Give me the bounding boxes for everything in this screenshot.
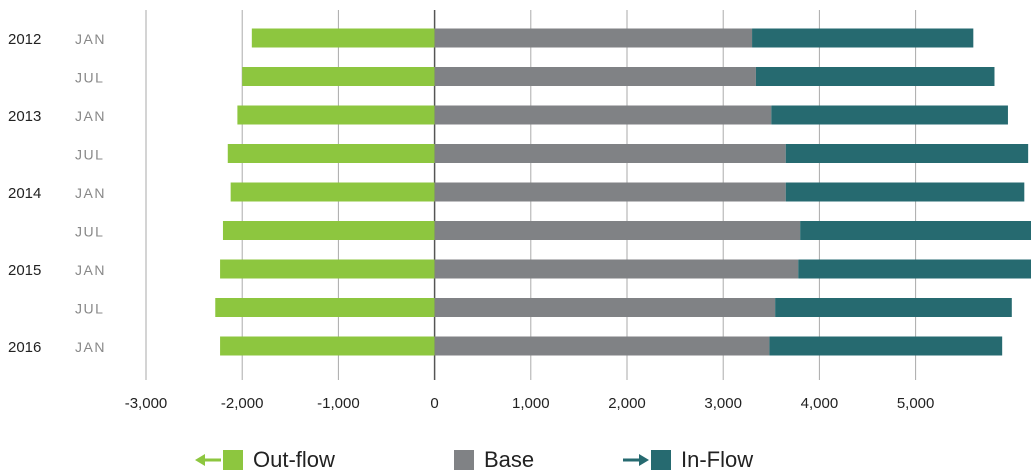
legend-inflow-label: In-Flow — [681, 447, 754, 472]
year-label: 2014 — [8, 185, 41, 202]
bar-inflow — [785, 182, 1025, 202]
base-swatch — [454, 450, 474, 470]
legend-outflow: Out-flow — [195, 446, 335, 474]
month-label: JAN — [75, 31, 106, 47]
x-tick-label: 0 — [430, 395, 438, 412]
bar-outflow — [215, 298, 435, 317]
bar-inflow — [771, 105, 1008, 125]
left-arrow-icon — [195, 454, 221, 466]
bar-inflow — [785, 144, 1029, 163]
bar-base — [434, 182, 786, 202]
month-label: JUL — [75, 147, 104, 163]
bar-base — [434, 221, 801, 240]
month-label: JAN — [75, 262, 106, 278]
bar-outflow — [227, 144, 435, 163]
bar-inflow — [775, 298, 1012, 317]
x-tick-label: -1,000 — [317, 395, 360, 412]
bar-inflow — [798, 259, 1031, 279]
bar-base — [434, 67, 756, 86]
month-label: JAN — [75, 185, 106, 201]
stacked-bar-chart: -3,000 -2,000 -1,000 0 1,000 2,000 3,000 4,000 5… — [8, 10, 1031, 412]
bar-base — [434, 144, 786, 163]
bar-base — [434, 336, 770, 356]
legend-base-label: Base — [484, 447, 535, 472]
x-tick-label: -2,000 — [221, 395, 264, 412]
legend-inflow: In-Flow — [623, 446, 753, 474]
bar-base — [434, 298, 776, 317]
legend-base: Base — [454, 446, 534, 474]
month-label: JAN — [75, 339, 106, 355]
bar-inflow — [755, 67, 995, 86]
month-label: JAN — [75, 108, 106, 124]
x-tick-label: 4,000 — [801, 395, 839, 412]
month-label: JUL — [75, 224, 104, 240]
bar-outflow — [237, 105, 435, 125]
bar-outflow — [230, 182, 435, 202]
year-label: 2013 — [8, 108, 41, 125]
bar-base — [434, 105, 772, 125]
inflow-swatch — [651, 450, 671, 470]
bar-outflow — [242, 67, 435, 86]
x-tick-label: 5,000 — [897, 395, 935, 412]
bar-base — [434, 28, 753, 48]
year-label: 2012 — [8, 31, 41, 48]
bar-outflow — [220, 336, 435, 356]
right-arrow-icon — [623, 454, 649, 466]
year-label: 2015 — [8, 262, 41, 279]
bar-inflow — [800, 221, 1031, 240]
bar-inflow — [769, 336, 1003, 356]
outflow-swatch — [223, 450, 243, 470]
x-tick-label: -3,000 — [125, 395, 168, 412]
bar-outflow — [251, 28, 435, 48]
x-tick-label: 3,000 — [704, 395, 742, 412]
year-label: 2016 — [8, 339, 41, 356]
month-label: JUL — [75, 70, 104, 86]
bar-inflow — [752, 28, 974, 48]
month-label: JUL — [75, 301, 104, 317]
x-tick-label: 2,000 — [608, 395, 646, 412]
legend-outflow-label: Out-flow — [253, 447, 335, 472]
bar-base — [434, 259, 799, 279]
x-tick-label: 1,000 — [512, 395, 550, 412]
bar-outflow — [220, 259, 435, 279]
bar-outflow — [222, 221, 435, 240]
